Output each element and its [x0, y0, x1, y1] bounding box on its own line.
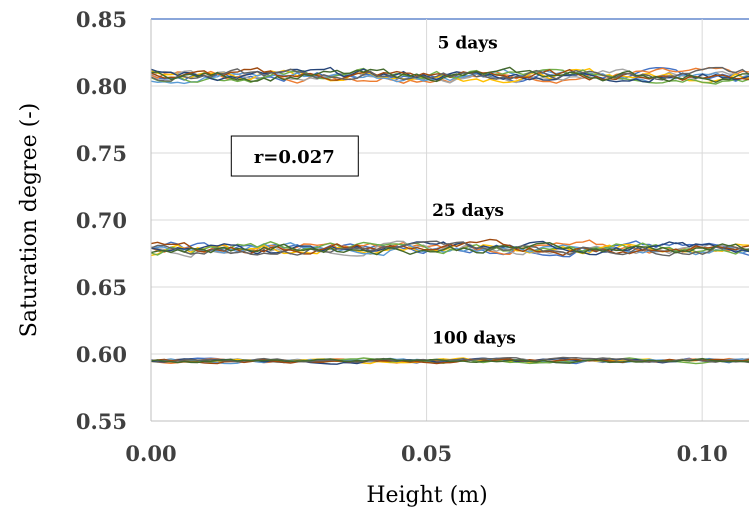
y-axis-title: Saturation degree (-): [17, 103, 42, 337]
y-tick-label: 0.60: [76, 342, 127, 367]
y-tick-label: 0.55: [76, 409, 127, 434]
series-lines: [150, 66, 749, 365]
x-tick-label: 0.10: [677, 441, 728, 466]
r-value-label: r=0.027: [254, 147, 335, 168]
series-line: [150, 66, 749, 83]
r-value-box-frame: [230, 135, 359, 177]
series-group-label: 5 days: [438, 33, 498, 53]
x-tick-label: 0.00: [125, 441, 176, 466]
tick-labels: 0.55 0.60 0.65 0.70 0.75 0.80 0.85 0.00 0.05 0.10: [76, 7, 728, 466]
r-value-box: r=0.027: [230, 135, 359, 177]
series-line: [150, 66, 749, 83]
y-tick-label: 0.85: [76, 7, 127, 32]
series-line: [150, 357, 749, 364]
y-tick-label: 0.70: [76, 208, 127, 233]
series-group-label: 25 days: [432, 201, 504, 221]
series-line: [150, 66, 749, 82]
series-line: [150, 241, 749, 256]
y-tick-label: 0.80: [76, 74, 127, 99]
series-line: [150, 240, 749, 257]
series-line: [150, 68, 749, 84]
y-tick-label: 0.75: [76, 141, 127, 166]
series-group-label: 100 days: [432, 328, 516, 348]
x-tick-label: 0.05: [401, 441, 452, 466]
annotations: 5 days 25 days 100 days: [432, 33, 516, 348]
y-tick-label: 0.65: [76, 275, 127, 300]
x-axis-title: Height (m): [366, 483, 487, 508]
axes: [150, 19, 749, 422]
